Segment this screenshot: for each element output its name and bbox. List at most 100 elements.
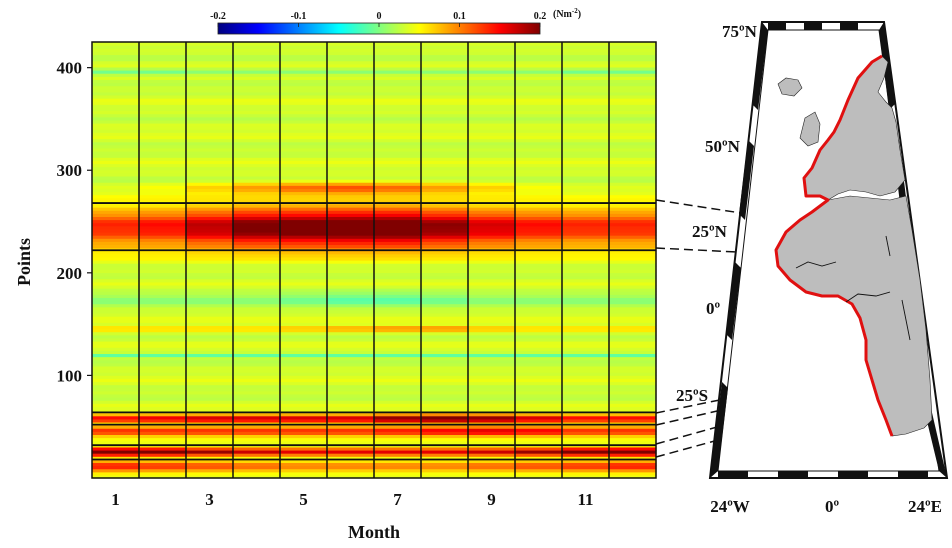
heatmap-cell xyxy=(468,403,516,407)
heatmap-cell xyxy=(280,403,328,407)
heatmap-cell xyxy=(562,219,610,224)
heatmap-cell xyxy=(468,154,516,158)
heatmap-cell xyxy=(609,434,657,439)
heatmap-cell xyxy=(280,88,328,93)
heatmap-cell xyxy=(92,82,140,87)
heatmap-cell xyxy=(327,194,375,199)
heatmap-cell xyxy=(233,213,281,217)
heatmap-cell xyxy=(327,250,375,255)
heatmap-cell xyxy=(374,48,422,52)
heatmap-cell xyxy=(186,263,234,267)
heatmap-cell xyxy=(327,57,375,62)
heatmap-cell xyxy=(186,210,234,214)
heatmap-cell xyxy=(327,340,375,345)
heatmap-cell xyxy=(374,101,422,105)
heatmap-cell xyxy=(421,428,469,432)
heatmap-cell xyxy=(515,210,563,214)
heatmap-cell xyxy=(233,456,281,460)
heatmap-cell xyxy=(327,400,375,404)
heatmap-cell xyxy=(515,207,563,211)
heatmap-cell xyxy=(139,291,187,295)
heatmap-cell xyxy=(92,378,140,383)
heatmap-cell xyxy=(280,54,328,59)
heatmap-cell xyxy=(280,135,328,140)
heatmap-cell xyxy=(421,456,469,460)
heatmap-cell xyxy=(233,465,281,470)
heatmap-cell xyxy=(374,157,422,161)
heatmap-cell xyxy=(421,303,469,308)
heatmap-cell xyxy=(562,79,610,84)
heatmap-cell xyxy=(139,191,187,196)
heatmap-cell xyxy=(280,210,328,214)
heatmap-cell xyxy=(562,113,610,118)
heatmap-cell xyxy=(139,101,187,105)
heatmap-cell xyxy=(374,400,422,404)
heatmap-cell xyxy=(609,260,657,264)
heatmap-cell xyxy=(186,157,234,161)
heatmap-cell xyxy=(139,207,187,211)
heatmap-cell xyxy=(186,144,234,149)
heatmap-cell xyxy=(609,113,657,118)
heatmap-cell xyxy=(374,465,422,470)
heatmap-cell xyxy=(515,375,563,379)
heatmap-cell xyxy=(186,288,234,292)
heatmap-cell xyxy=(280,431,328,435)
heatmap-cell xyxy=(280,334,328,339)
heatmap-cell xyxy=(186,384,234,389)
heatmap-cell xyxy=(468,79,516,84)
heatmap-cell xyxy=(139,316,187,320)
heatmap-cell xyxy=(92,213,140,217)
heatmap-cell xyxy=(327,228,375,233)
heatmap-cell xyxy=(233,428,281,432)
heatmap-cell xyxy=(233,222,281,227)
heatmap-cell xyxy=(374,384,422,389)
heatmap-cell xyxy=(562,63,610,68)
heatmap-cell xyxy=(327,431,375,435)
heatmap-cell xyxy=(233,179,281,183)
heatmap-cell xyxy=(327,453,375,457)
heatmap-cell xyxy=(609,256,657,261)
heatmap-cell xyxy=(327,434,375,439)
heatmap-cell xyxy=(421,188,469,193)
heatmap-cell xyxy=(468,474,516,479)
heatmap-cell xyxy=(421,468,469,473)
heatmap-cell xyxy=(609,210,657,214)
heatmap-cell xyxy=(327,203,375,208)
heatmap-cell xyxy=(515,319,563,323)
heatmap-cell xyxy=(421,434,469,439)
heatmap-cell xyxy=(327,107,375,112)
heatmap-cell xyxy=(374,331,422,336)
heatmap-cell xyxy=(92,353,140,358)
heatmap-cell xyxy=(374,113,422,118)
heatmap-cell xyxy=(186,393,234,398)
heatmap-cell xyxy=(515,471,563,476)
heatmap-cell xyxy=(233,110,281,115)
heatmap-cell xyxy=(139,459,187,464)
heatmap-cell xyxy=(233,365,281,370)
heatmap-cell xyxy=(468,132,516,137)
heatmap-cell xyxy=(562,119,610,124)
heatmap-cell xyxy=(280,94,328,99)
heatmap-cell xyxy=(421,179,469,183)
heatmap-cell xyxy=(186,465,234,470)
heatmap-cell xyxy=(515,76,563,80)
heatmap-cell xyxy=(186,278,234,283)
heatmap-cell xyxy=(421,82,469,87)
heatmap-cell xyxy=(139,82,187,87)
heatmap-cell xyxy=(421,340,469,345)
heatmap-cell xyxy=(421,356,469,361)
heatmap-cell xyxy=(92,207,140,211)
heatmap-cell xyxy=(421,418,469,423)
heatmap-cell xyxy=(280,365,328,370)
rivers xyxy=(795,235,911,341)
heatmap-cell xyxy=(280,110,328,115)
heatmap-cell xyxy=(139,403,187,407)
heatmap-cell xyxy=(515,406,563,411)
heatmap-cell xyxy=(562,288,610,292)
heatmap-cell xyxy=(562,51,610,56)
heatmap-cell xyxy=(327,260,375,264)
heatmap-cell xyxy=(609,54,657,59)
frame-tick xyxy=(718,471,748,478)
heatmap-cell xyxy=(515,284,563,289)
heatmap-cell xyxy=(92,228,140,233)
